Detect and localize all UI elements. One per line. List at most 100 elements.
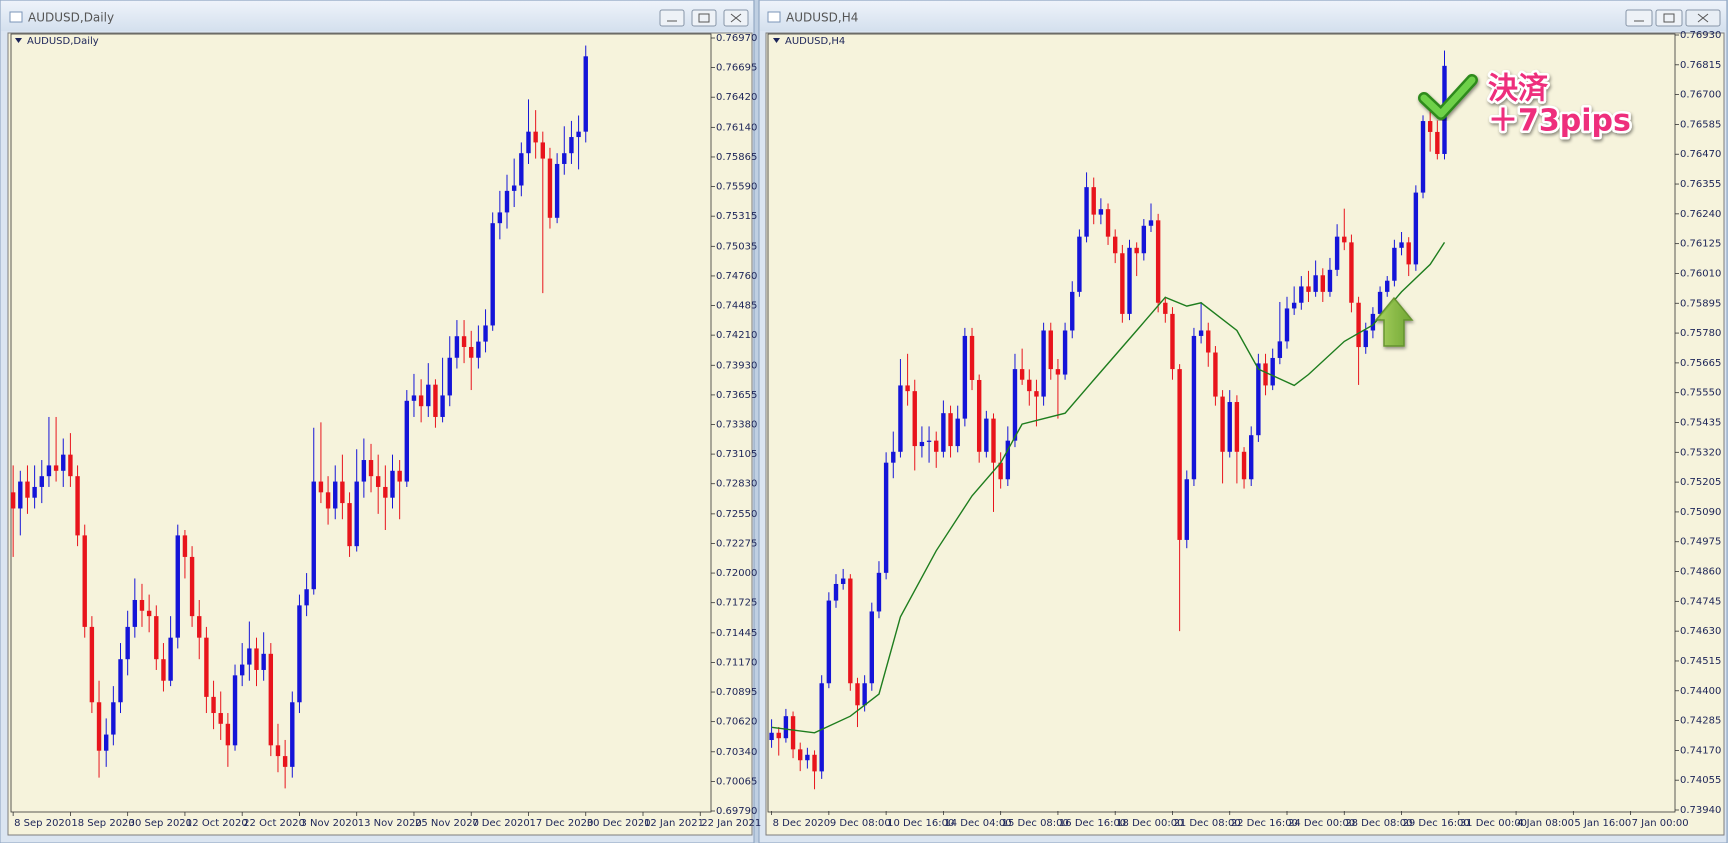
candle-body xyxy=(418,395,424,407)
candle-body xyxy=(261,653,266,670)
plots: 0.76970 0.76695 0.76420 0.76140 0.75865 0.755… xyxy=(10,30,1721,829)
candle-body xyxy=(1406,242,1411,265)
x-tick-label: 30 Dec 2020 xyxy=(587,818,651,829)
candle-body xyxy=(454,336,460,358)
annotation-text: 決済 xyxy=(1488,72,1549,107)
y-tick-label: 0.76125 xyxy=(1680,239,1721,250)
candle-body xyxy=(1098,209,1104,215)
maximize-glyph xyxy=(1663,13,1675,23)
candle-body xyxy=(998,462,1003,480)
y-tick-label: 0.75320 xyxy=(1680,447,1721,458)
candle-body xyxy=(433,384,438,417)
window-title: AUDUSD,H4 xyxy=(786,11,858,25)
x-tick-label: 18 Dec 00:00 xyxy=(1116,818,1183,829)
candle-body xyxy=(247,648,252,665)
candle-body xyxy=(798,749,803,761)
candle-body xyxy=(232,675,238,746)
candle-body xyxy=(969,335,975,380)
x-tick-label: 24 Dec 00:00 xyxy=(1288,818,1355,829)
candle-body xyxy=(311,481,316,590)
candle-body xyxy=(39,476,44,487)
y-tick-label: 0.75435 xyxy=(1680,418,1721,429)
candle-body xyxy=(984,418,989,452)
y-tick-label: 0.74210 xyxy=(716,330,757,341)
candle-body xyxy=(211,696,216,714)
candle-body xyxy=(218,713,223,724)
x-tick-label: 16 Dec 16:00 xyxy=(1059,818,1126,829)
candle-body xyxy=(898,385,903,452)
candle-body xyxy=(275,745,281,757)
candle-body xyxy=(354,481,359,547)
candle-body xyxy=(447,357,452,396)
candle-body xyxy=(25,481,30,498)
y-tick-label: 0.76585 xyxy=(1680,119,1721,130)
candle-body xyxy=(68,454,73,477)
candle-body xyxy=(426,384,431,407)
y-tick-label: 0.75090 xyxy=(1680,507,1721,518)
y-tick-label: 0.72550 xyxy=(716,509,757,520)
candle-body xyxy=(948,413,953,447)
y-tick-label: 0.71725 xyxy=(716,598,757,609)
minimize-button[interactable] xyxy=(659,9,685,27)
x-tick-label: 29 Dec 16:00 xyxy=(1403,818,1470,829)
y-tick-label: 0.70065 xyxy=(716,776,757,787)
candle-body xyxy=(1127,247,1132,314)
x-tick-label: 5 Jan 16:00 xyxy=(1574,818,1631,829)
candle-body xyxy=(411,395,417,401)
chart-menu-arrow xyxy=(15,38,22,43)
candle-body xyxy=(111,702,116,735)
candle-body xyxy=(375,476,381,487)
candle-body xyxy=(397,470,402,482)
maximize-button[interactable] xyxy=(691,9,717,27)
candle-body xyxy=(862,683,867,706)
y-tick-label: 0.74170 xyxy=(1680,745,1721,756)
y-tick-label: 0.74485 xyxy=(716,301,757,312)
candle-body xyxy=(826,600,832,684)
window-daily: AUDUSD,Daily AUDUSD,Daily xyxy=(0,0,755,843)
minimize-button[interactable] xyxy=(1625,9,1653,27)
candle-body xyxy=(282,756,288,767)
candle-body xyxy=(1363,330,1368,348)
y-tick-label: 0.74760 xyxy=(716,271,757,282)
candle-body xyxy=(1170,313,1175,370)
y-tick-label: 0.75865 xyxy=(716,152,757,163)
candle-body xyxy=(1027,379,1032,392)
y-tick-label: 0.74745 xyxy=(1680,596,1721,607)
x-tick-label: 8 Sep 2020 xyxy=(14,818,71,829)
candle-body xyxy=(53,465,59,471)
candle-body xyxy=(1084,187,1089,237)
candle-body xyxy=(297,605,302,703)
candle-body xyxy=(962,335,968,419)
candle-body xyxy=(1249,435,1254,480)
y-tick-label: 0.73655 xyxy=(716,390,757,401)
candle-body xyxy=(1163,302,1168,314)
candle-body xyxy=(1241,451,1247,480)
x-tick-label: 18 Sep 2020 xyxy=(71,818,134,829)
y-tick-label: 0.69790 xyxy=(716,806,757,817)
candle-body xyxy=(790,716,796,750)
plot-frame xyxy=(10,33,712,813)
y-tick-label: 0.71170 xyxy=(716,657,757,668)
y-tick-label: 0.73930 xyxy=(716,360,757,371)
y-tick-label: 0.70340 xyxy=(716,747,757,758)
candle-body xyxy=(1091,187,1096,215)
maximize-button[interactable] xyxy=(1655,9,1683,27)
x-tick-label: 12 Oct 2020 xyxy=(186,818,248,829)
candle-body xyxy=(1399,242,1404,248)
candle-body xyxy=(1277,341,1283,358)
candle-body xyxy=(976,379,982,452)
y-tick-label: 0.75315 xyxy=(716,211,757,222)
x-tick-label: 22 Oct 2020 xyxy=(243,818,305,829)
x-tick-label: 10 Dec 16:00 xyxy=(887,818,954,829)
candle-body xyxy=(175,535,180,638)
candle-body xyxy=(1263,363,1268,386)
x-tick-label: 3 Nov 2020 xyxy=(300,818,358,829)
candle-body xyxy=(1256,363,1261,436)
candle-body xyxy=(1392,247,1397,281)
candle-body xyxy=(469,346,474,358)
candle-body xyxy=(103,734,109,751)
candle-body xyxy=(554,163,560,218)
candle-body xyxy=(490,223,495,326)
chart-title: AUDUSD,Daily xyxy=(27,36,99,47)
candle-body xyxy=(132,599,138,627)
